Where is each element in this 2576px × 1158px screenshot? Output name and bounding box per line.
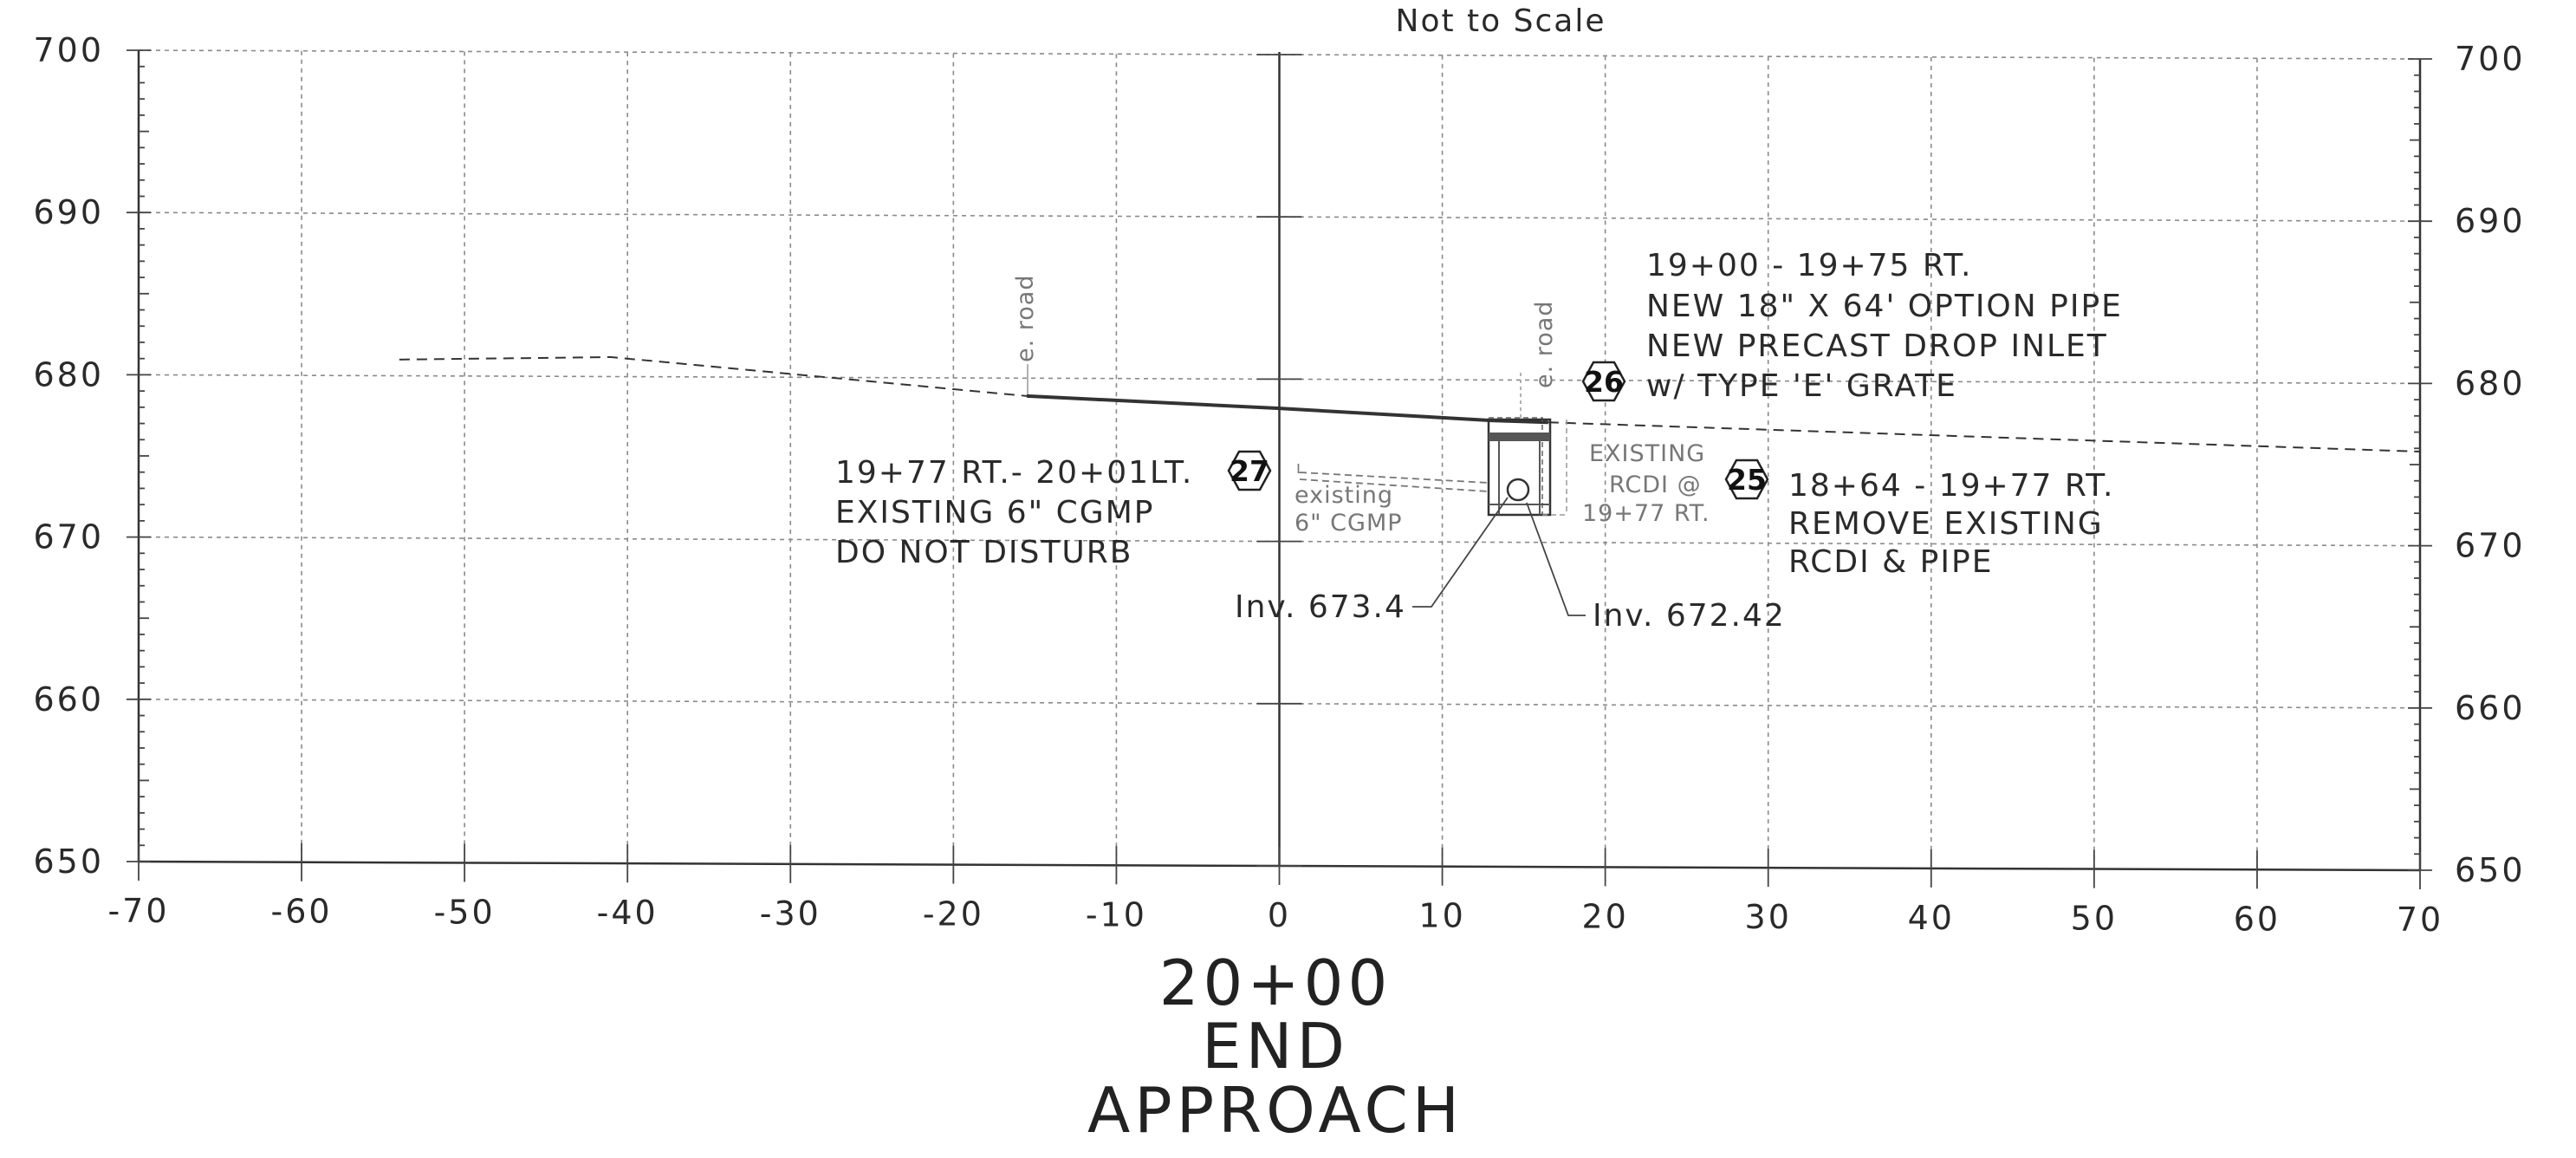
profile-existing-dashed <box>1548 421 2421 453</box>
x-tick-label: -50 <box>434 893 496 931</box>
badge-27-number: 27 <box>1230 454 1269 488</box>
drop-inlet-structure <box>1487 373 1567 517</box>
badge-27-hexagon <box>1227 450 1272 491</box>
existing-cgmp-pipe: ᴸ <box>1296 460 1489 492</box>
profile-existing-dashed <box>399 356 1028 397</box>
badge-25-number: 25 <box>1727 463 1767 497</box>
x-tick-label: -60 <box>271 893 333 931</box>
badge-26-number: 26 <box>1584 365 1624 399</box>
plot-axes <box>137 50 2422 872</box>
note-26-line-1: 19+00 - 19+75 RT. <box>1646 248 1972 283</box>
note-27-line-2: EXISTING 6" CGMP <box>835 495 1154 530</box>
x-tick-label: -70 <box>107 892 169 930</box>
x-tick-label: 40 <box>1908 899 1955 937</box>
road-label-right: e. road <box>1531 301 1558 389</box>
grid-line-y <box>138 374 2421 385</box>
invert-left: Inv. 673.4 <box>1235 497 1509 625</box>
existing-pipe-label-line-2: 6" CGMP <box>1294 510 1403 537</box>
section-title-line-3: APPROACH <box>1087 1074 1463 1147</box>
note-25-line-3: RCDI & PIPE <box>1788 544 1993 580</box>
drop-inlet-box <box>1487 418 1552 517</box>
grid-lines <box>138 49 2421 870</box>
note-25-line-2: REMOVE EXISTING <box>1788 506 2104 542</box>
section-station: 20+00 <box>1159 947 1392 1019</box>
note-27: 19+77 RT.- 20+01LT. EXISTING 6" CGMP DO … <box>835 450 1272 570</box>
cross-section-plot: -70 -60 -50 -40 -30 -20 -10 0 10 20 30 40 50 60 70 650… <box>33 31 2526 939</box>
x-tick-label: -30 <box>760 895 821 933</box>
x-tick-label: 0 <box>1268 896 1291 934</box>
invert-right: Inv. 672.42 <box>1526 502 1786 634</box>
note-27-line-3: DO NOT DISTURB <box>835 535 1132 570</box>
y-tick-label-left: 690 <box>33 193 104 231</box>
section-title-line-2: END <box>1202 1010 1349 1083</box>
grid-line-y <box>138 536 2421 547</box>
cgmp-pipe-top <box>1299 472 1489 484</box>
x-axis-tick-labels: -70 -60 -50 -40 -30 -20 -10 0 10 20 30 40 50 60 70 <box>107 892 2443 939</box>
inlet-grate-top <box>1489 433 1550 441</box>
x-tick-label: 20 <box>1581 897 1628 935</box>
x-tick-label: 10 <box>1418 897 1465 935</box>
y-tick-label-left: 660 <box>33 680 104 719</box>
note-27-line-1: 19+77 RT.- 20+01LT. <box>835 455 1193 491</box>
y-tick-label-right: 700 <box>2455 40 2526 78</box>
inv-right-label: Inv. 672.42 <box>1593 598 1786 634</box>
y-tick-label-right: 680 <box>2455 364 2526 402</box>
section-title: 20+00 END APPROACH <box>1087 947 1463 1147</box>
existing-rcdi-label-line-1: EXISTING <box>1589 440 1705 467</box>
road-marker-left: e. road <box>1012 275 1039 394</box>
badge-26-hexagon <box>1581 361 1626 402</box>
y-tick-label-left: 670 <box>33 518 104 556</box>
existing-pipe-label-line-1: existing <box>1294 482 1393 509</box>
x-tick-label: 30 <box>1745 898 1792 936</box>
inv-left-leader <box>1412 497 1509 608</box>
road-marker-right: e. road <box>1531 301 1558 389</box>
grid-line-y <box>138 49 2421 60</box>
x-tick-label: 50 <box>2071 900 2118 938</box>
existing-rcdi-label: EXISTING RCDI @ 19+77 RT. <box>1582 440 1710 527</box>
note-25: 25 18+64 - 19+77 RT. REMOVE EXISTING RCD… <box>1724 459 2114 580</box>
note-26-line-4: w/ TYPE 'E' GRATE <box>1646 368 1957 404</box>
x-tick-label: -20 <box>923 895 984 934</box>
note-26-line-3: NEW PRECAST DROP INLET <box>1646 329 2108 364</box>
existing-pipe-label: existing 6" CGMP <box>1294 482 1403 537</box>
grid-line-y <box>138 698 2421 709</box>
badge-25-hexagon <box>1724 459 1769 500</box>
cgmp-pipe-marker: ᴸ <box>1296 460 1305 487</box>
inv-right-leader <box>1526 502 1586 616</box>
x-tick-label: -40 <box>597 894 659 932</box>
y-tick-label-left: 650 <box>33 842 104 881</box>
cgmp-pipe-bottom <box>1299 478 1489 492</box>
y-tick-label-left: 680 <box>33 355 104 394</box>
y-tick-label-right: 690 <box>2455 202 2526 240</box>
note-26-line-2: NEW 18" X 64' OPTION PIPE <box>1646 289 2123 324</box>
ground-profile <box>399 356 2421 453</box>
profile-proposed-solid <box>1026 394 1548 425</box>
existing-rcdi-label-line-2: RCDI @ <box>1609 472 1702 498</box>
x-tick-label: 70 <box>2397 901 2443 939</box>
existing-rcdi-label-line-3: 19+77 RT. <box>1582 500 1710 527</box>
x-tick-label: 60 <box>2234 900 2281 938</box>
road-label-left: e. road <box>1012 275 1039 363</box>
y-tick-label-right: 660 <box>2455 689 2526 727</box>
scale-note: Not to Scale <box>1396 3 1606 39</box>
note-25-line-1: 18+64 - 19+77 RT. <box>1788 468 2114 504</box>
y-tick-label-left: 700 <box>33 31 104 69</box>
x-tick-label: -10 <box>1086 895 1147 934</box>
y-axis-tick-labels: 650 650 660 660 670 670 680 680 690 690 700 700 <box>33 31 2526 889</box>
inv-left-label: Inv. 673.4 <box>1235 589 1406 625</box>
y-tick-label-right: 670 <box>2455 527 2526 565</box>
grid-line-y <box>138 211 2421 222</box>
y-tick-label-right: 650 <box>2455 851 2526 889</box>
note-26: 26 19+00 - 19+75 RT. NEW 18" X 64' OPTIO… <box>1581 248 2123 404</box>
pipe-outlet-circle <box>1506 478 1530 502</box>
axis-ticks <box>127 49 2432 889</box>
